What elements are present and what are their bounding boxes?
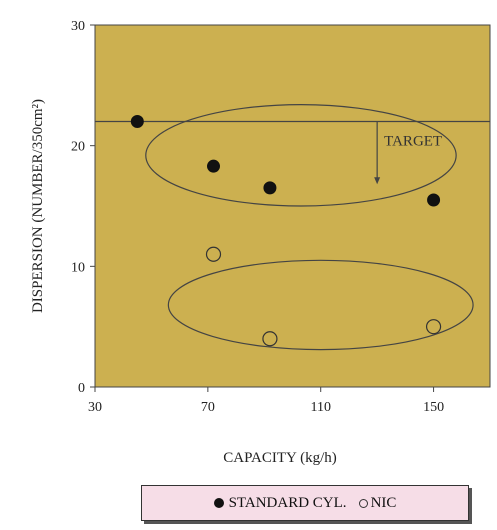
- target-arrow-head: [374, 177, 381, 185]
- legend: STANDARD CYL. NIC: [141, 485, 469, 521]
- legend-item-nic: NIC: [358, 494, 397, 512]
- group-ellipse: [145, 104, 457, 207]
- y-tick-label: 0: [78, 381, 85, 396]
- nic-point: [262, 331, 278, 347]
- standard-cyl-point: [427, 193, 441, 207]
- legend-label-nic: NIC: [370, 494, 397, 511]
- legend-label-standard: STANDARD CYL.: [228, 494, 347, 511]
- filled-circle-icon: [213, 498, 224, 508]
- x-tick-label: 150: [423, 400, 444, 415]
- y-tick-label: 30: [71, 19, 85, 34]
- target-label: TARGET: [384, 134, 442, 150]
- nic-point: [205, 246, 222, 262]
- y-axis-title: DISPERSION (NUMBER/350cm²): [30, 99, 46, 313]
- x-tick-label: 70: [201, 400, 215, 415]
- x-tick-label: 110: [310, 400, 330, 415]
- y-tick-label: 20: [71, 140, 85, 155]
- legend-item-standard: STANDARD CYL.: [213, 494, 347, 512]
- nic-point: [425, 319, 442, 335]
- scatter-chart: TARGET 30 70 110 150 0 10 20 30 CAPACITY (kg/h)…: [30, 19, 491, 466]
- standard-cyl-point: [263, 181, 277, 195]
- open-circle-icon: [358, 498, 368, 508]
- x-tick-label: 30: [88, 400, 102, 415]
- group-ellipse: [167, 259, 474, 351]
- standard-cyl-point: [130, 115, 144, 129]
- standard-cyl-point: [207, 159, 220, 173]
- y-tick-label: 10: [71, 260, 85, 275]
- x-axis-title: CAPACITY (kg/h): [223, 450, 336, 466]
